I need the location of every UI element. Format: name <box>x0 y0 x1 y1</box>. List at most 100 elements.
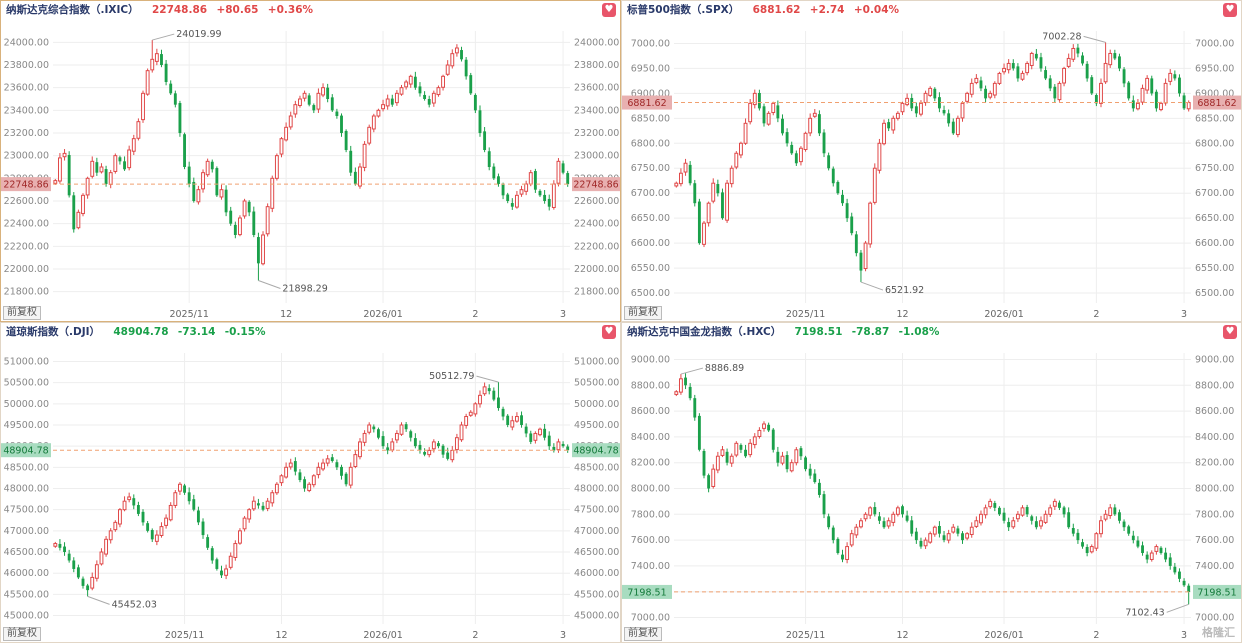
candle <box>1090 75 1094 96</box>
candle <box>752 433 757 449</box>
index-name[interactable]: 纳斯达克综合指数（.IXIC） <box>6 4 139 16</box>
candle-body <box>757 92 761 109</box>
candle-body <box>822 494 826 515</box>
candle <box>1016 63 1020 82</box>
candle-body <box>454 437 459 451</box>
candle <box>1006 59 1011 74</box>
candle <box>1030 514 1034 525</box>
candle <box>1186 100 1191 112</box>
candle-body <box>506 415 510 425</box>
candle-body <box>85 177 90 196</box>
candle-body <box>261 234 265 265</box>
y-tick-label-right: 7800.00 <box>1195 509 1234 520</box>
candle <box>794 150 798 166</box>
candle <box>725 448 729 466</box>
candle-body <box>201 521 205 536</box>
candle <box>812 108 817 118</box>
candle-body <box>141 92 145 121</box>
candle-body <box>757 429 762 437</box>
index-price: 7198.51 <box>794 326 843 338</box>
candle <box>118 155 122 165</box>
candle <box>487 384 491 395</box>
index-name[interactable]: 标普500指数（.SPX） <box>627 4 740 16</box>
candle-body <box>404 424 408 430</box>
candle-body <box>702 222 706 245</box>
candle <box>261 231 265 266</box>
candle-body <box>1044 70 1048 79</box>
candle <box>224 185 228 217</box>
heart-icon[interactable]: ♥ <box>602 3 616 17</box>
candle <box>450 49 455 69</box>
candle <box>556 438 561 453</box>
candle <box>454 44 459 57</box>
candle <box>969 78 974 98</box>
candle-body <box>340 466 343 476</box>
candle <box>252 206 256 238</box>
candle <box>910 93 914 112</box>
candle <box>261 502 265 512</box>
candle <box>688 161 692 186</box>
candle <box>674 181 679 188</box>
candle <box>108 528 113 544</box>
restore-toggle-button[interactable]: 前复权 <box>3 627 41 641</box>
restore-toggle-button[interactable]: 前复权 <box>624 306 662 320</box>
candle <box>895 111 900 121</box>
candle <box>441 444 445 458</box>
candle <box>1131 95 1135 112</box>
candle-body <box>251 500 256 510</box>
candle-body <box>274 483 279 494</box>
index-price: 6881.62 <box>752 4 801 16</box>
heart-icon[interactable]: ♥ <box>1223 3 1237 17</box>
candle-body <box>1127 526 1131 534</box>
candle-body <box>780 455 785 464</box>
index-name[interactable]: 道琼斯指数（.DJI） <box>6 326 101 338</box>
candle <box>1085 544 1089 557</box>
low-annotation-leader <box>860 281 884 291</box>
candle-body <box>330 457 334 461</box>
candle <box>734 151 739 170</box>
candle <box>404 422 408 432</box>
y-tick-label-left: 6900.00 <box>631 88 670 99</box>
ref-price-label-left: 6881.62 <box>627 98 666 109</box>
candle <box>99 548 104 566</box>
candle-body <box>1127 82 1131 99</box>
y-tick-label-left: 6600.00 <box>631 238 670 249</box>
candle-body <box>104 169 108 184</box>
candle-body <box>863 242 868 270</box>
candle-body <box>919 540 923 547</box>
restore-toggle-button[interactable]: 前复权 <box>624 627 662 641</box>
candle-body <box>1020 72 1025 80</box>
candle <box>766 111 771 126</box>
candle-body <box>113 155 118 172</box>
y-tick-label-left: 50000.00 <box>4 399 49 410</box>
candle-body <box>1011 63 1015 69</box>
x-tick-label: 3 <box>1181 309 1187 320</box>
candle-body <box>201 172 205 190</box>
candle-body <box>725 182 730 221</box>
restore-toggle-button[interactable]: 前复权 <box>3 306 41 320</box>
x-tick-label: 2 <box>472 309 478 320</box>
candle-body <box>173 93 177 105</box>
candle <box>1103 509 1108 522</box>
index-name[interactable]: 纳斯达克中国金龙指数（.HXC） <box>627 326 782 338</box>
y-tick-label-left: 6850.00 <box>631 113 670 124</box>
candle-body <box>887 122 891 129</box>
candle <box>863 512 868 522</box>
candle-body <box>752 92 757 106</box>
candle-body <box>538 190 542 196</box>
candle-body <box>974 77 979 84</box>
candle-body <box>877 516 881 521</box>
candle-body <box>923 92 928 104</box>
candle-body <box>487 388 491 392</box>
y-tick-label-left: 6800.00 <box>631 138 670 149</box>
candle-body <box>270 492 275 504</box>
candle-body <box>1099 520 1103 535</box>
candle-body <box>377 429 380 438</box>
candle <box>776 100 780 123</box>
candle <box>497 382 500 411</box>
y-tick-label-left: 6700.00 <box>631 188 670 199</box>
candle <box>1118 53 1121 72</box>
candle <box>1034 516 1038 530</box>
heart-icon[interactable]: ♥ <box>1223 325 1237 339</box>
heart-icon[interactable]: ♥ <box>602 325 616 339</box>
